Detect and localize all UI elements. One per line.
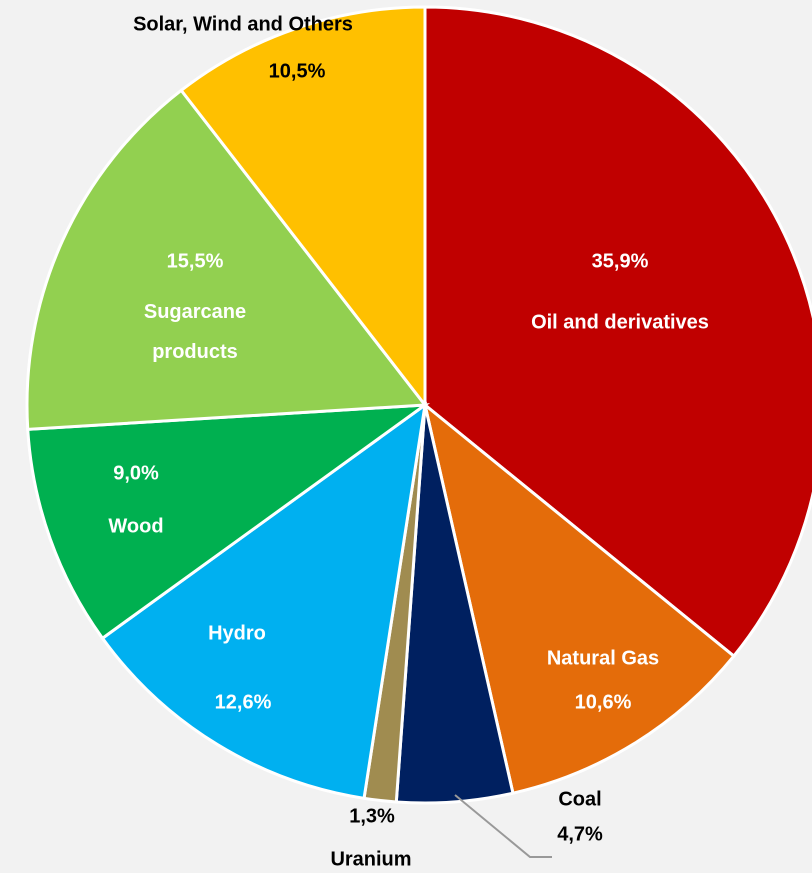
value-label: 9,0% bbox=[113, 462, 159, 484]
slice-label: Sugarcane products bbox=[144, 301, 246, 363]
pie-slice bbox=[179, 5, 427, 410]
pie-slice bbox=[422, 401, 736, 795]
slice-label: Natural Gas bbox=[547, 647, 659, 669]
value-label: 12,6% bbox=[215, 691, 272, 713]
slice-label: Uranium bbox=[330, 848, 411, 870]
slice-label: Hydro bbox=[208, 622, 266, 644]
value-label: 35,9% bbox=[592, 250, 649, 272]
value-label: 1,3% bbox=[349, 805, 395, 827]
pie-slice bbox=[423, 5, 812, 659]
pie-slice bbox=[26, 403, 431, 641]
slice-label: Oil and derivatives bbox=[531, 311, 709, 333]
slice-label: Solar, Wind and Others bbox=[133, 13, 353, 35]
value-label: 15,5% bbox=[167, 250, 224, 272]
value-label: 10,5% bbox=[269, 60, 326, 82]
slice-label: Wood bbox=[108, 515, 163, 537]
pie-slice bbox=[25, 88, 428, 431]
leader-line bbox=[454, 794, 552, 858]
pie-slice bbox=[100, 401, 428, 801]
value-label: 4,7% bbox=[557, 823, 603, 845]
slice-label: Coal bbox=[558, 788, 601, 810]
value-label: 10,6% bbox=[575, 691, 632, 713]
